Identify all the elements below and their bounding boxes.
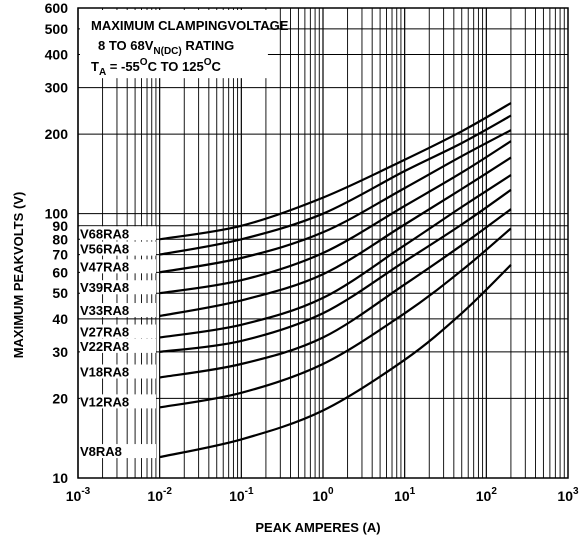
series-label-v8ra8: V8RA8 bbox=[80, 444, 122, 459]
x-tick-label: 102 bbox=[476, 486, 498, 504]
x-tick-label: 10-2 bbox=[147, 486, 172, 504]
series-label-bg bbox=[80, 241, 156, 256]
series-label-bg bbox=[80, 444, 156, 459]
x-axis-title: PEAK AMPERES (A) bbox=[255, 520, 380, 535]
annotation-line-2: 8 TO 68VN(DC) RATING bbox=[98, 38, 234, 57]
annotation-line-1: MAXIMUM CLAMPINGVOLTAGE bbox=[91, 18, 289, 33]
series-label-v22ra8: V22RA8 bbox=[80, 339, 129, 354]
series-label-v39ra8: V39RA8 bbox=[80, 280, 129, 295]
y-tick-label: 600 bbox=[45, 0, 69, 16]
y-tick-label: 400 bbox=[45, 47, 69, 63]
series-line-v39ra8 bbox=[159, 140, 512, 295]
y-tick-label: 80 bbox=[52, 231, 68, 247]
annotation: MAXIMUM CLAMPINGVOLTAGE 8 TO 68VN(DC) RA… bbox=[91, 18, 289, 78]
y-tick-label: 500 bbox=[45, 21, 69, 37]
series-label-v12ra8: V12RA8 bbox=[80, 394, 129, 409]
series-label-bg bbox=[80, 338, 156, 353]
y-tick-label: 90 bbox=[52, 218, 68, 234]
x-tick-label: 100 bbox=[312, 486, 334, 504]
x-tick-label: 103 bbox=[557, 486, 579, 504]
series-label-v18ra8: V18RA8 bbox=[80, 365, 129, 380]
series-line-v12ra8 bbox=[159, 227, 512, 409]
series-line-v68ra8 bbox=[159, 102, 512, 241]
series-line-v33ra8 bbox=[159, 156, 512, 318]
x-tick-label: 10-3 bbox=[66, 486, 91, 504]
annotation-line-3: TA = -55OC TO 125OC bbox=[91, 57, 221, 78]
y-tick-label: 300 bbox=[45, 80, 69, 96]
series-layer bbox=[159, 102, 512, 459]
y-tick-label: 10 bbox=[52, 470, 68, 486]
series-label-bg bbox=[80, 259, 156, 274]
y-tick-label: 100 bbox=[45, 206, 69, 222]
y-tick-label: 200 bbox=[45, 126, 69, 142]
y-axis-title: MAXIMUM PEAKVOLTS (V) bbox=[11, 192, 26, 359]
series-label-v56ra8: V56RA8 bbox=[80, 242, 129, 257]
series-label-v68ra8: V68RA8 bbox=[80, 226, 129, 241]
series-label-v27ra8: V27RA8 bbox=[80, 325, 129, 340]
annotation-box bbox=[80, 10, 268, 79]
x-tick-labels: 10-3 10-2 10-1 100 101 102 103 bbox=[66, 486, 579, 504]
series-line-v8ra8 bbox=[159, 264, 512, 459]
x-tick-label: 10-1 bbox=[229, 486, 254, 504]
series-line-v56ra8 bbox=[159, 114, 512, 256]
series-label-v33ra8: V33RA8 bbox=[80, 303, 129, 318]
series-label-bg bbox=[80, 226, 156, 241]
series-label-bg bbox=[80, 324, 156, 339]
series-line-v22ra8 bbox=[159, 189, 512, 353]
series-line-v27ra8 bbox=[159, 174, 512, 339]
series-label-bg bbox=[80, 364, 156, 379]
series-label-v47ra8: V47RA8 bbox=[80, 259, 129, 274]
y-tick-label: 60 bbox=[52, 264, 68, 280]
y-tick-label: 40 bbox=[52, 311, 68, 327]
series-label-bg bbox=[80, 394, 156, 409]
y-tick-label: 20 bbox=[52, 390, 68, 406]
series-label-bg bbox=[80, 303, 156, 318]
x-tick-label: 101 bbox=[394, 486, 416, 504]
y-tick-label: 50 bbox=[52, 285, 68, 301]
y-tick-label: 30 bbox=[52, 344, 68, 360]
y-tick-label: 70 bbox=[52, 247, 68, 263]
series-line-v47ra8 bbox=[159, 129, 512, 274]
series-label-bg bbox=[80, 280, 156, 295]
series-line-v18ra8 bbox=[159, 208, 512, 379]
plot-frame bbox=[77, 7, 569, 479]
